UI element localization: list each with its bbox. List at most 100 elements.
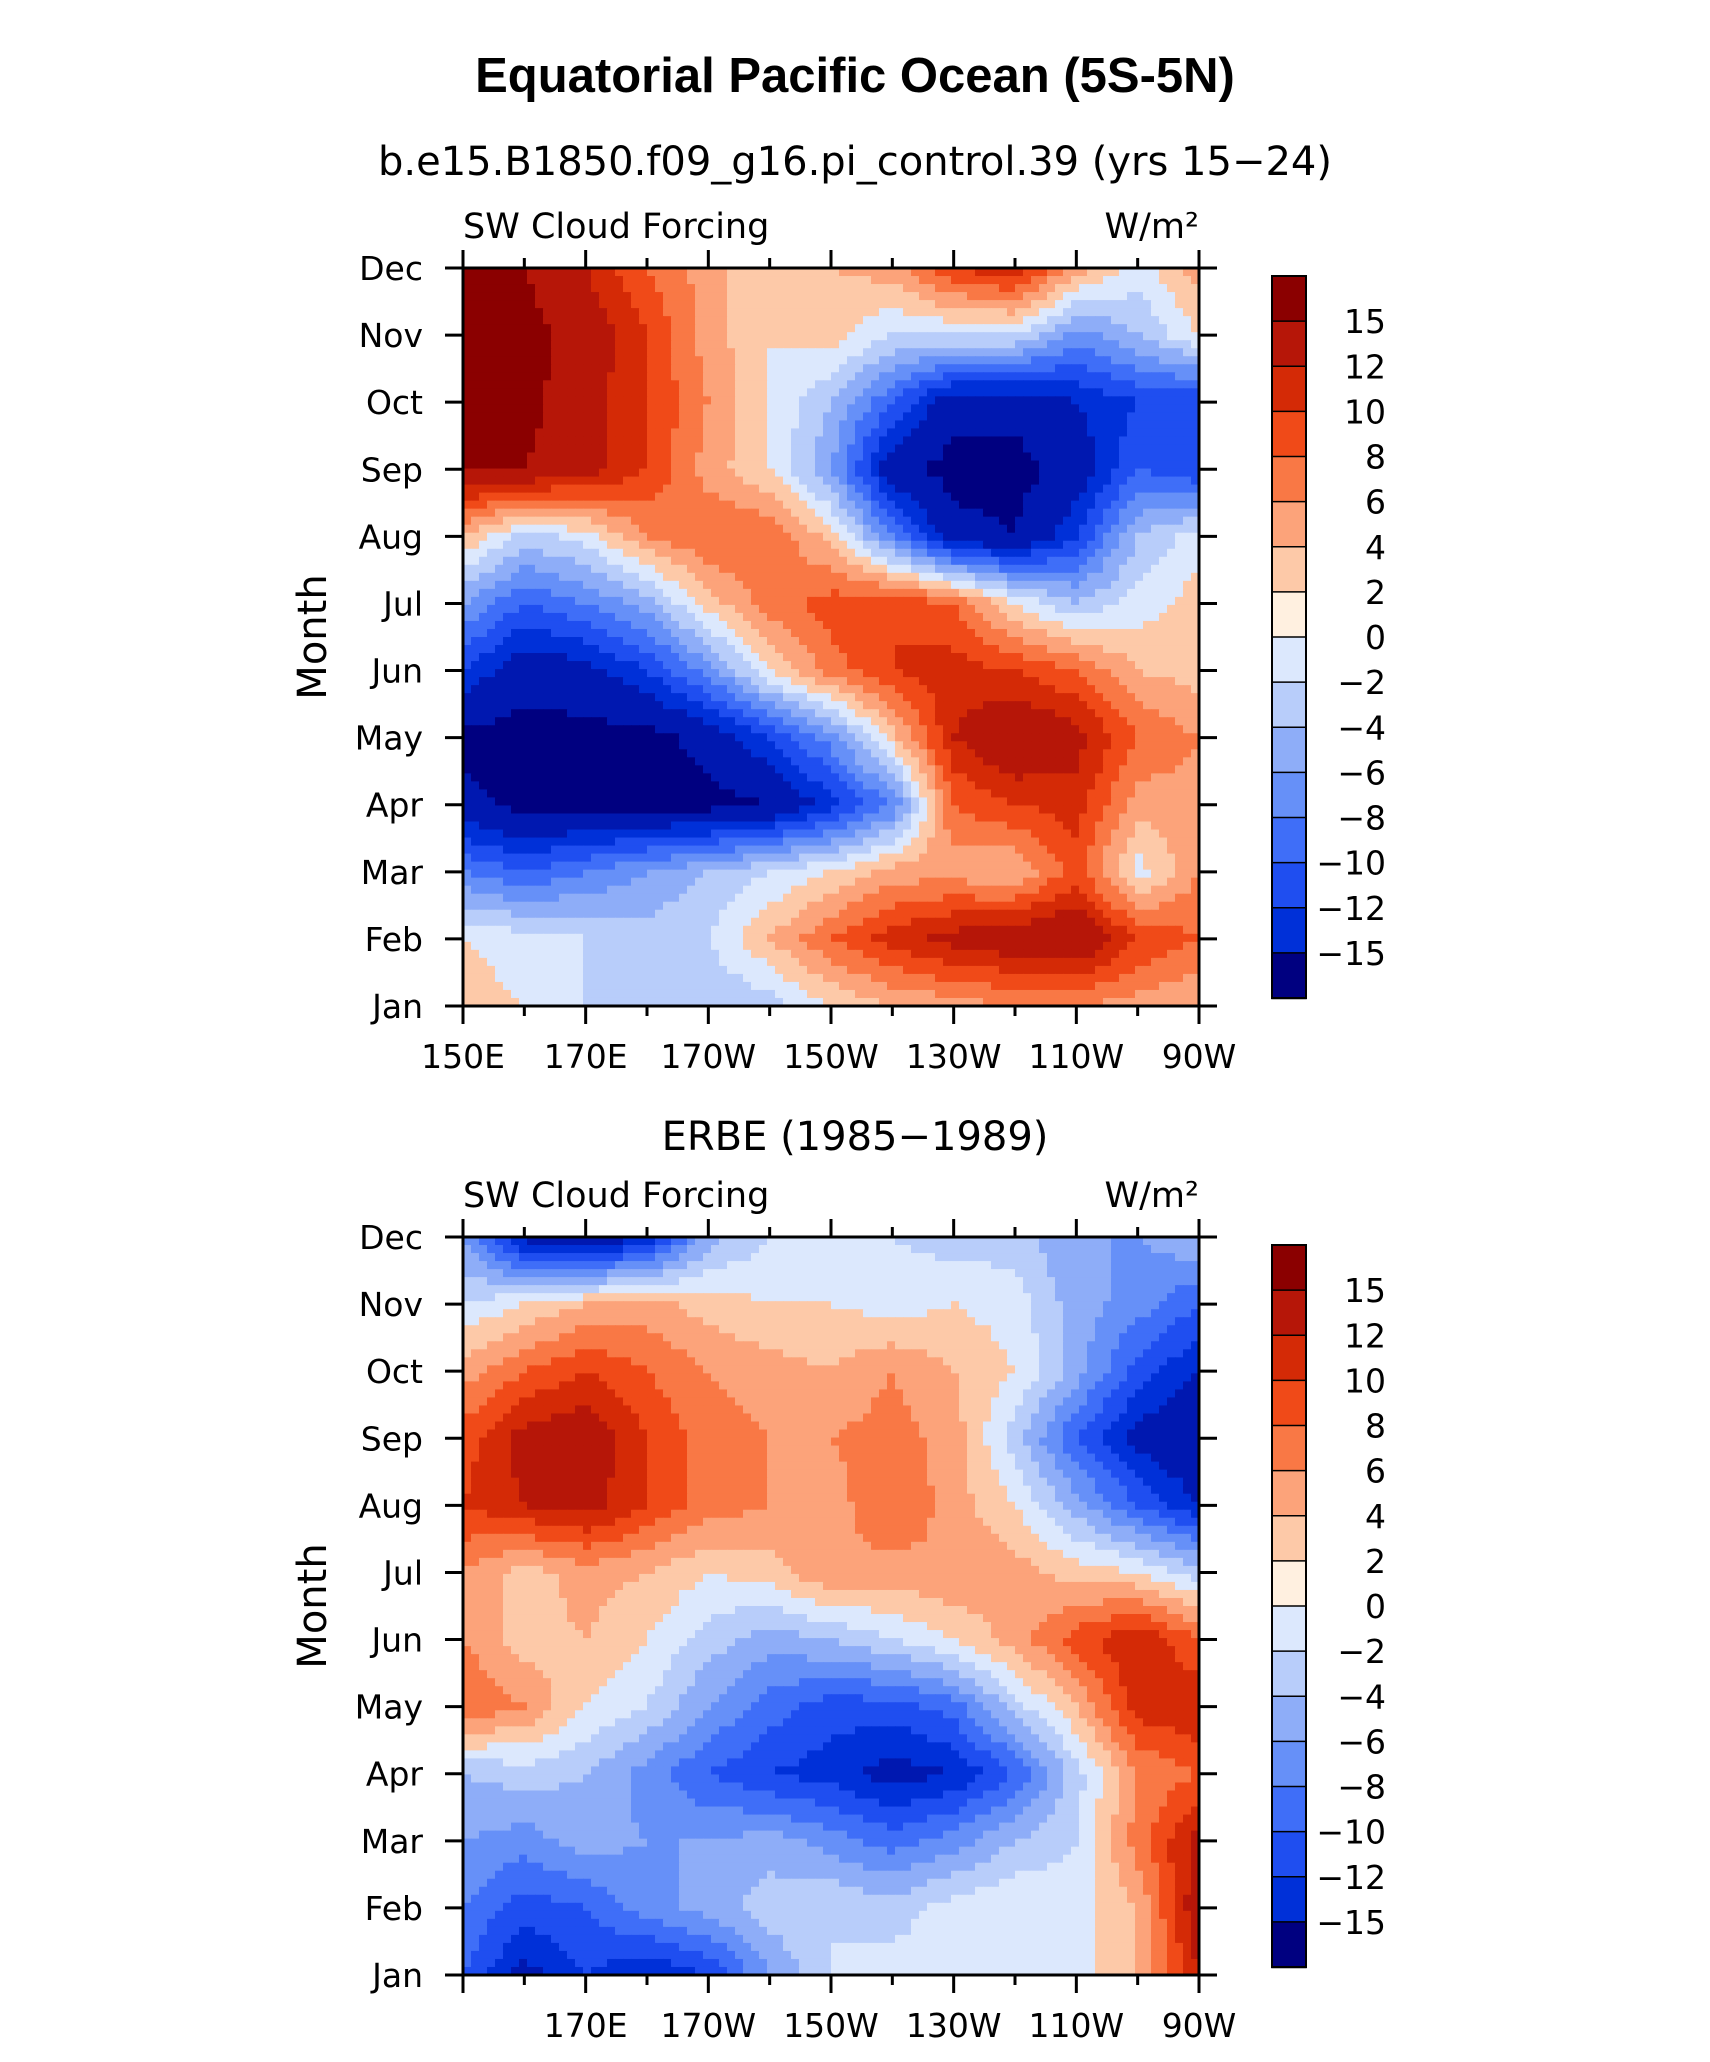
heatmap-cell xyxy=(551,637,560,646)
heatmap-cell xyxy=(975,332,984,341)
heatmap-cell xyxy=(615,324,624,333)
heatmap-cell xyxy=(551,693,560,702)
heatmap-cell xyxy=(615,388,624,397)
heatmap-cell xyxy=(495,661,504,670)
heatmap-cell xyxy=(903,452,912,462)
heatmap-cell xyxy=(1055,332,1064,341)
heatmap-cell xyxy=(887,332,896,341)
heatmap-cell xyxy=(799,412,808,422)
heatmap-cell xyxy=(863,532,872,542)
heatmap-cell xyxy=(999,516,1008,526)
heatmap-cell xyxy=(551,596,560,606)
heatmap-cell xyxy=(735,604,744,614)
heatmap-cell xyxy=(695,420,704,430)
heatmap-cell xyxy=(751,436,760,446)
heatmap-cell xyxy=(687,685,696,694)
heatmap-cell xyxy=(1183,380,1192,389)
heatmap-cell xyxy=(1151,669,1160,678)
heatmap-cell xyxy=(559,548,568,558)
heatmap-cell xyxy=(743,548,752,558)
heatmap-cell xyxy=(871,484,880,494)
heatmap-cell xyxy=(791,564,800,574)
heatmap-cell xyxy=(831,372,840,381)
heatmap-cell xyxy=(583,556,592,566)
heatmap-cell xyxy=(1063,612,1072,622)
heatmap-cell xyxy=(511,612,520,622)
heatmap-cell xyxy=(727,468,736,478)
heatmap-cell xyxy=(1071,596,1080,606)
heatmap-cell xyxy=(463,588,472,598)
heatmap-cell xyxy=(903,420,912,430)
heatmap-cell xyxy=(535,316,544,325)
heatmap-cell xyxy=(807,516,816,526)
heatmap-cell xyxy=(783,340,792,349)
heatmap-cell xyxy=(471,340,480,349)
heatmap-cell xyxy=(903,428,912,438)
heatmap-cell xyxy=(575,588,584,598)
heatmap-cell xyxy=(823,324,832,333)
heatmap-cell xyxy=(1167,548,1176,558)
heatmap-cell xyxy=(727,372,736,381)
heatmap-cell xyxy=(543,492,552,502)
heatmap-cell xyxy=(551,620,560,630)
heatmap-cell xyxy=(543,348,552,357)
heatmap-cell xyxy=(887,364,896,373)
heatmap-cell xyxy=(879,612,888,622)
heatmap-cell xyxy=(1135,420,1144,430)
heatmap-cell xyxy=(503,404,512,413)
heatmap-cell xyxy=(799,468,808,478)
heatmap-cell xyxy=(679,356,688,365)
heatmap-cell xyxy=(839,637,848,646)
heatmap-cell xyxy=(735,324,744,333)
heatmap-cell xyxy=(1095,444,1104,454)
heatmap-cell xyxy=(463,404,472,413)
heatmap-cell xyxy=(839,460,848,470)
heatmap-cell xyxy=(831,508,840,518)
heatmap-cell xyxy=(1031,628,1040,638)
heatmap-cell xyxy=(519,645,528,654)
heatmap-cell xyxy=(1031,653,1040,662)
heatmap-cell xyxy=(711,300,720,309)
heatmap-cell xyxy=(1087,308,1096,317)
heatmap-cell xyxy=(527,669,536,678)
heatmap-cell xyxy=(519,484,528,494)
heatmap-cell xyxy=(687,364,696,373)
heatmap-cell xyxy=(695,532,704,542)
heatmap-cell xyxy=(639,332,648,341)
heatmap-cell xyxy=(503,452,512,462)
heatmap-cell xyxy=(1031,340,1040,349)
heatmap-cell xyxy=(623,468,632,478)
heatmap-cell xyxy=(911,540,920,550)
heatmap-cell xyxy=(623,604,632,614)
heatmap-cell xyxy=(823,604,832,614)
heatmap-cell xyxy=(719,268,728,277)
heatmap-cell xyxy=(1095,693,1104,702)
heatmap-cell xyxy=(535,532,544,542)
heatmap-cell xyxy=(871,516,880,526)
heatmap-cell xyxy=(471,556,480,566)
heatmap-cell xyxy=(591,388,600,397)
heatmap-cell xyxy=(575,596,584,606)
heatmap-cell xyxy=(1095,564,1104,574)
heatmap-cell xyxy=(743,677,752,686)
heatmap-cell xyxy=(1015,484,1024,494)
heatmap-cell xyxy=(799,436,808,446)
heatmap-cell xyxy=(1023,612,1032,622)
heatmap-cell xyxy=(815,508,824,518)
heatmap-cell xyxy=(1159,276,1168,285)
heatmap-cell xyxy=(1079,436,1088,446)
heatmap-cell xyxy=(1151,308,1160,317)
heatmap-cell xyxy=(759,500,768,510)
heatmap-cell xyxy=(727,284,736,293)
heatmap-cell xyxy=(703,452,712,462)
heatmap-cell xyxy=(999,548,1008,558)
heatmap-cell xyxy=(831,532,840,542)
heatmap-cell xyxy=(767,556,776,566)
heatmap-cell xyxy=(1015,404,1024,413)
heatmap-cell xyxy=(671,276,680,285)
heatmap-cell xyxy=(1159,548,1168,558)
heatmap-cell xyxy=(839,444,848,454)
heatmap-cell xyxy=(991,685,1000,694)
heatmap-cell xyxy=(671,484,680,494)
